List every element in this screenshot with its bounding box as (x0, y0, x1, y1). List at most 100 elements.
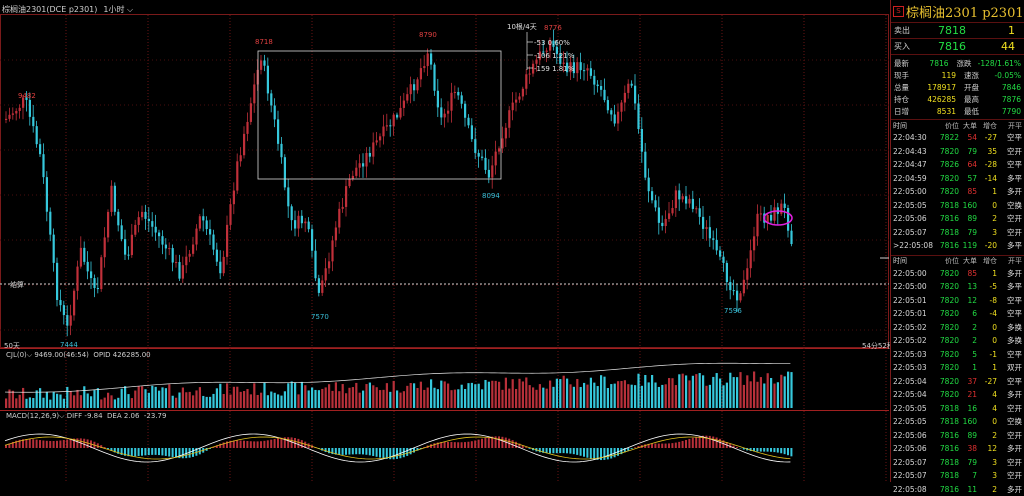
chart-area[interactable]: 棕榈油2301(DCE p2301) 1小时 ⌵ 9482 8718 8790 … (0, 0, 890, 482)
candle-body (185, 257, 187, 265)
volume-bar (226, 383, 228, 408)
candle-body (726, 263, 728, 282)
volume-bar (338, 391, 340, 408)
macd-histogram-bar (671, 443, 673, 448)
candle-body (488, 170, 490, 178)
candle-body (651, 191, 653, 200)
volume-bar (311, 387, 313, 408)
sell-row[interactable]: 卖出 7818 1 (891, 22, 1024, 38)
volume-bar (501, 390, 503, 408)
volume-bar (202, 396, 204, 408)
tick-type: 空开 (997, 430, 1024, 441)
volume-bar (658, 387, 660, 408)
candle-body (644, 152, 646, 178)
macd-histogram-bar (665, 444, 667, 448)
macd-histogram-bar (355, 448, 357, 454)
period-selector[interactable]: 1小时 ⌵ (103, 4, 133, 15)
macd-histogram-bar (107, 448, 109, 449)
volume-bar (522, 381, 524, 408)
candle-body (481, 157, 483, 158)
candle-body (209, 229, 211, 234)
volume-bar (46, 392, 48, 408)
volume-indicator-name[interactable]: CJL(0) (6, 351, 27, 359)
macd-histogram-bar (763, 448, 765, 452)
tick-time: 22:05:07 (891, 228, 937, 237)
volume-bar (396, 390, 398, 408)
volume-bar (739, 372, 741, 408)
macd-histogram-bar (243, 441, 245, 448)
volume-bar (114, 399, 116, 408)
volume-bar (124, 386, 126, 408)
tick-oi: 4 (977, 390, 997, 399)
main-pane-border (1, 15, 889, 348)
macd-histogram-bar (175, 448, 177, 458)
candle-body (80, 248, 82, 267)
tick-oi: -28 (977, 160, 997, 169)
candle-body (484, 158, 486, 170)
macd-histogram-bar (777, 448, 779, 453)
volume-bar (117, 398, 119, 408)
volume-bar (671, 378, 673, 408)
volume-bar (627, 384, 629, 408)
macd-value: -23.79 (144, 412, 167, 420)
tick-vol: 57 (959, 174, 977, 183)
candle-body (437, 91, 439, 108)
buy-row[interactable]: 买入 7816 44 (891, 38, 1024, 55)
contract-icon[interactable]: S (893, 6, 904, 17)
volume-bar (277, 394, 279, 408)
volume-bar (777, 382, 779, 408)
macd-histogram-bar (590, 448, 592, 459)
volume-bar (36, 390, 38, 408)
kline-chart[interactable] (0, 0, 890, 482)
macd-indicator-name[interactable]: MACD(12,26,9) (6, 412, 59, 420)
tick-price: 7818 (937, 458, 959, 467)
candle-body (430, 53, 432, 64)
stat-value: 8531 (916, 107, 956, 116)
volume-bar (325, 387, 327, 408)
macd-histogram-bar (583, 448, 585, 457)
candle-body (607, 100, 609, 110)
volume-bar (709, 385, 711, 408)
stat-key: 涨跌 (949, 58, 978, 69)
volume-bar (138, 386, 140, 408)
candle-body (100, 257, 102, 289)
candle-body (46, 177, 48, 212)
volume-bar (161, 387, 163, 408)
candle-body (583, 70, 585, 71)
candle-body (668, 213, 670, 219)
candle-body (773, 207, 775, 220)
volume-bar (243, 391, 245, 408)
instrument-label[interactable]: 棕榈油2301(DCE p2301) (2, 4, 97, 15)
volume-bar (593, 383, 595, 408)
macd-histogram-bar (246, 441, 248, 448)
volume-bar (484, 380, 486, 408)
